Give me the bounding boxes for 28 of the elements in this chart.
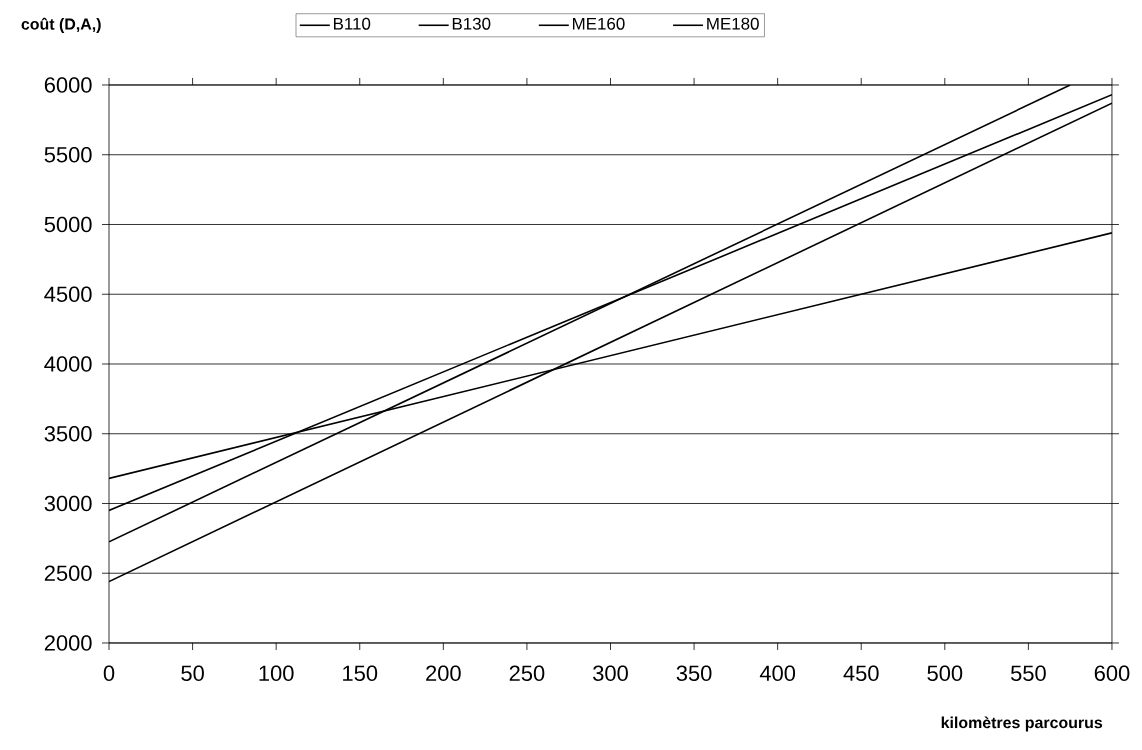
x-tick-label: 100 [259,665,294,682]
y-tick-label: 5000 [44,216,92,233]
x-tick-label: 450 [843,665,879,682]
legend-label: ME180 [707,17,759,30]
y-tick-label: 3500 [44,425,92,442]
legend-label: ME160 [572,17,625,30]
x-tick-label: 400 [759,665,796,682]
x-tick-label: 600 [1094,665,1130,682]
x-tick-label: 550 [1010,665,1046,682]
y-tick-label: 5500 [44,146,92,163]
y-tick-label: 3000 [44,495,92,512]
y-axis-title: coût (D,A,) [21,17,101,33]
x-tick-label: 500 [927,665,963,682]
y-tick-label: 2500 [44,565,92,581]
y-tick-label: 4500 [44,286,92,302]
x-tick-label: 300 [593,665,628,682]
x-tick-label: 150 [343,665,378,682]
x-tick-label: 200 [426,665,461,682]
y-tick-label: 4000 [44,356,92,372]
legend-label: B130 [452,17,491,30]
x-tick-label: 50 [181,665,204,682]
x-tick-label: 250 [509,665,545,682]
x-tick-label: 350 [676,665,712,682]
x-axis-title: kilomètres parcourus [941,716,1103,732]
legend-label: B110 [333,17,371,30]
y-tick-label: 2000 [44,635,92,651]
y-tick-label: 6000 [44,77,92,93]
x-tick-label: 0 [103,665,115,682]
